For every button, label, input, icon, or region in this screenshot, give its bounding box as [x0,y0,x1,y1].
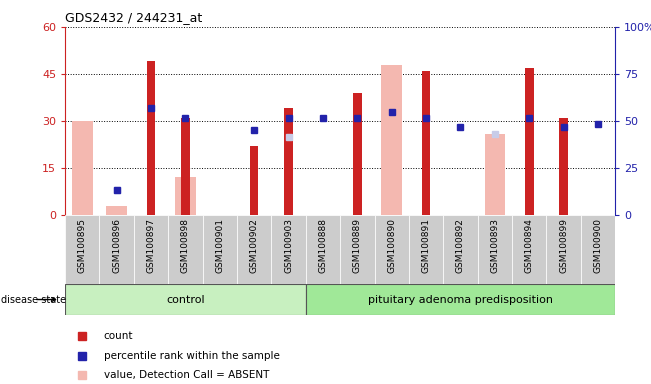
Bar [306,284,615,315]
Bar [146,61,156,215]
Bar [237,215,271,284]
Text: GSM100898: GSM100898 [181,218,190,273]
Text: GSM100900: GSM100900 [594,218,603,273]
Bar [168,215,202,284]
Text: GSM100888: GSM100888 [318,218,327,273]
Text: disease state: disease state [1,295,66,305]
Text: pituitary adenoma predisposition: pituitary adenoma predisposition [368,295,553,305]
Bar [478,215,512,284]
Bar [546,215,581,284]
Text: GSM100889: GSM100889 [353,218,362,273]
Bar [484,134,505,215]
Text: percentile rank within the sample: percentile rank within the sample [104,351,279,361]
Text: count: count [104,331,133,341]
Bar [306,215,340,284]
Text: GSM100897: GSM100897 [146,218,156,273]
Bar [175,177,196,215]
Bar [100,215,134,284]
Bar [525,68,534,215]
Bar [284,108,293,215]
Bar [443,215,478,284]
Bar [381,65,402,215]
Text: GSM100892: GSM100892 [456,218,465,273]
Bar [581,215,615,284]
Text: GSM100902: GSM100902 [250,218,258,273]
Bar [559,118,568,215]
Bar [340,215,374,284]
Bar [374,215,409,284]
Text: GSM100894: GSM100894 [525,218,534,273]
Bar [134,215,168,284]
Bar [512,215,546,284]
Bar [353,93,362,215]
Bar [422,71,430,215]
Bar [409,215,443,284]
Text: GSM100890: GSM100890 [387,218,396,273]
Text: GSM100895: GSM100895 [77,218,87,273]
Text: GSM100893: GSM100893 [490,218,499,273]
Bar [271,215,306,284]
Text: GSM100899: GSM100899 [559,218,568,273]
Text: GSM100891: GSM100891 [422,218,430,273]
Bar [72,121,92,215]
Text: GSM100901: GSM100901 [215,218,225,273]
Text: control: control [166,295,205,305]
Text: GSM100896: GSM100896 [112,218,121,273]
Bar [202,215,237,284]
Bar [250,146,258,215]
Text: GDS2432 / 244231_at: GDS2432 / 244231_at [65,11,202,24]
Text: GSM100903: GSM100903 [284,218,293,273]
Bar [181,118,189,215]
Bar [65,215,100,284]
Bar [106,206,127,215]
Text: value, Detection Call = ABSENT: value, Detection Call = ABSENT [104,370,269,380]
Bar [65,284,306,315]
